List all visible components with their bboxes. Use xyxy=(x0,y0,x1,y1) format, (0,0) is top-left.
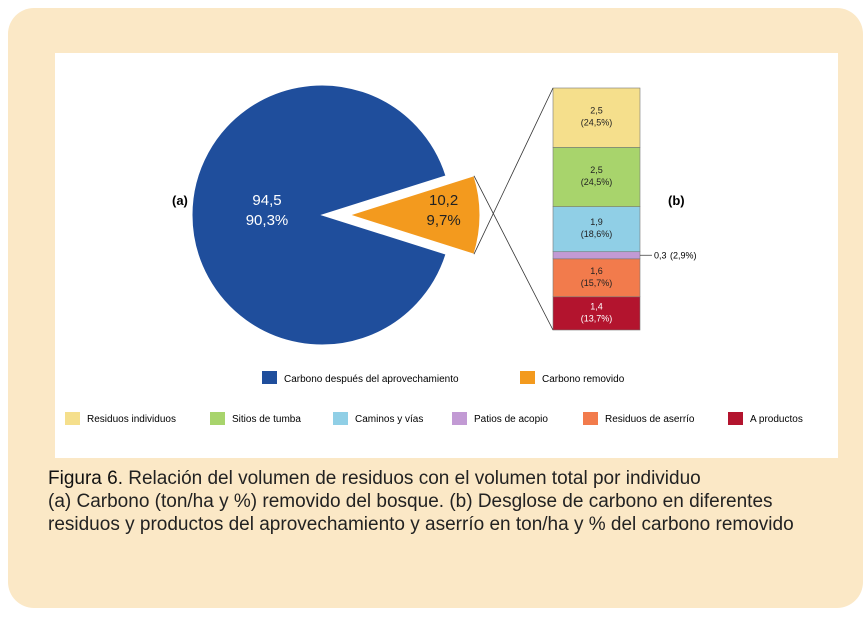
chart: (a) 94,5 90,3% Carbono después del aprovech… xyxy=(65,84,803,425)
bar-percent-label: (18,6%) xyxy=(581,229,613,239)
bar-segment xyxy=(552,206,641,253)
bar-value-label: 2,5 xyxy=(590,106,603,116)
caption-title: Relación del volumen de residuos con el … xyxy=(128,468,701,489)
bar-value-label: 1,9 xyxy=(590,217,603,227)
legend-swatch xyxy=(333,412,348,425)
bar-value-label: 2,5 xyxy=(590,165,603,175)
bar-value-label: 1,6 xyxy=(590,266,603,276)
slice-value-label: 10,2 xyxy=(429,192,458,209)
legend-swatch xyxy=(452,412,467,425)
connector-line xyxy=(473,87,554,255)
legend-label: Sitios de tumba xyxy=(232,414,301,425)
figure-frame xyxy=(8,8,863,608)
legend-swatch xyxy=(262,371,277,384)
bar-segment xyxy=(552,296,641,331)
panel-label: (a) xyxy=(172,193,188,208)
legend-swatch xyxy=(65,412,80,425)
bar-value-label: 0,3 xyxy=(654,250,667,260)
caption-label: Figura 6. xyxy=(48,468,123,489)
legend-label: Residuos de aserrío xyxy=(605,414,695,425)
legend-swatch xyxy=(210,412,225,425)
bar-percent-label: (24,5%) xyxy=(581,177,613,187)
slice-percent-label: 9,7% xyxy=(426,212,460,229)
connector-line xyxy=(473,175,554,331)
bar-percent-label: (15,7%) xyxy=(581,278,613,288)
slice-percent-label: 90,3% xyxy=(246,212,289,229)
legend-label: Carbono después del aprovechamiento xyxy=(284,374,459,385)
slice-value-label: 94,5 xyxy=(252,192,281,209)
legend-swatch xyxy=(583,412,598,425)
legend-swatch xyxy=(728,412,743,425)
legend-label: A productos xyxy=(750,414,803,425)
bar-percent-label: (13,7%) xyxy=(581,313,613,323)
bar-percent-label: (2,9%) xyxy=(670,250,697,260)
legend-label: Patios de acopio xyxy=(474,414,548,425)
legend-label: Carbono removido xyxy=(542,374,625,385)
caption: Figura 6. Relación del volumen de residu… xyxy=(48,467,818,536)
bar-segment xyxy=(552,251,641,260)
bar-percent-label: (24,5%) xyxy=(581,118,613,128)
legend-label: Residuos individuos xyxy=(87,414,176,425)
bar-value-label: 1,4 xyxy=(590,301,603,311)
bar-segment xyxy=(552,258,641,298)
bar-segment xyxy=(552,147,641,207)
pie-slice xyxy=(191,84,447,346)
bar-segment xyxy=(552,87,641,148)
panel-label: (b) xyxy=(668,193,685,208)
chart-panel xyxy=(55,53,838,458)
legend-swatch xyxy=(520,371,535,384)
legend-label: Caminos y vías xyxy=(355,414,423,425)
caption-text: (a) Carbono (ton/ha y %) removido del bo… xyxy=(48,491,794,535)
